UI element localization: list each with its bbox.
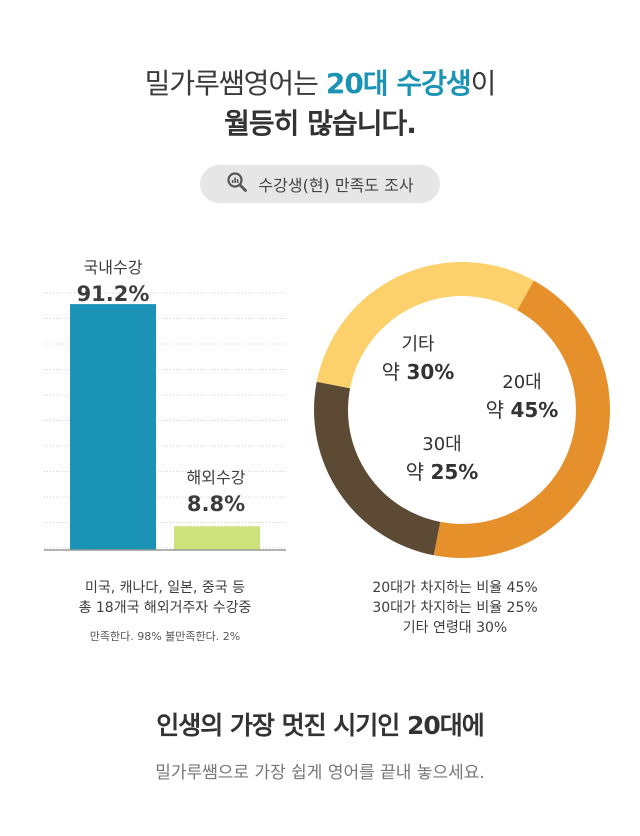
bar-chart-note: 미국, 캐나다, 일본, 중국 등 총 18개국 해외거주자 수강중 <box>40 578 290 618</box>
donut-label-30s-percent: 25% <box>430 460 479 484</box>
donut-label-20s-prefix: 약 <box>485 398 511 422</box>
bar-label-domestic-value: 91.2% <box>76 282 150 306</box>
survey-badge: 수강생(현) 만족도 조사 <box>200 165 440 203</box>
title-line1: 밀가루쌤영어는 20대 수강생이 <box>0 64 640 104</box>
donut-label-20s-value: 약 45% <box>462 396 582 424</box>
bar-domestic <box>70 304 156 550</box>
bar-label-overseas-name: 해외수강 <box>186 468 246 487</box>
donut-chart <box>314 262 610 558</box>
donut-label-30s-prefix: 약 <box>405 460 431 484</box>
survey-badge-label: 수강생(현) 만족도 조사 <box>258 176 414 195</box>
donut-label-other-percent: 30% <box>406 360 455 384</box>
bar-label-domestic: 국내수강 91.2% <box>53 256 173 308</box>
donut-note-line1: 20대가 차지하는 비율 45% <box>372 580 538 596</box>
footer-subtitle: 밀가루쌤으로 가장 쉽게 영어를 끝내 놓으세요. <box>155 763 485 783</box>
donut-label-30s: 30대 약 25% <box>382 432 502 486</box>
donut-slice-20s <box>433 280 610 558</box>
bar-label-overseas-value: 8.8% <box>186 492 246 516</box>
bar-label-overseas: 해외수강 8.8% <box>156 466 276 518</box>
donut-label-20s: 20대 약 45% <box>462 370 582 424</box>
donut-label-other: 기타 약 30% <box>358 332 478 386</box>
footer-title: 인생의 가장 멋진 시기인 20대에 <box>156 711 485 740</box>
donut-label-other-value: 약 30% <box>358 358 478 386</box>
donut-label-other-prefix: 약 <box>381 360 407 384</box>
bar-note-line1: 미국, 캐나다, 일본, 중국 등 <box>85 580 245 596</box>
donut-chart-note: 20대가 차지하는 비율 45% 30대가 차지하는 비율 25% 기타 연령대… <box>330 578 580 638</box>
title-line1-prefix: 밀가루쌤영어는 <box>144 67 326 100</box>
title-line2: 월등히 많습니다. <box>224 107 417 140</box>
donut-label-30s-name: 30대 <box>422 434 462 455</box>
page-title: 밀가루쌤영어는 20대 수강생이 월등히 많습니다. <box>0 64 640 144</box>
magnifier-chart-icon <box>226 171 248 197</box>
title-line1-suffix: 이 <box>470 67 497 100</box>
donut-label-20s-name: 20대 <box>502 372 542 393</box>
donut-note-line2: 30대가 차지하는 비율 25% <box>372 600 538 616</box>
bar-chart <box>44 292 286 551</box>
donut-label-30s-value: 약 25% <box>382 458 502 486</box>
bar-label-domestic-name: 국내수강 <box>83 258 143 277</box>
bar-note-line2: 총 18개국 해외거주자 수강중 <box>78 600 252 616</box>
donut-label-other-name: 기타 <box>401 334 435 355</box>
donut-note-line3: 기타 연령대 30% <box>402 620 508 636</box>
bar-note-satisfaction: 만족한다. 98% 불만족한다. 2% <box>89 630 241 643</box>
donut-slice-other <box>316 262 534 389</box>
bar-overseas <box>174 526 260 550</box>
title-highlight: 20대 수강생 <box>325 67 472 100</box>
donut-label-20s-percent: 45% <box>510 398 559 422</box>
donut-slice-30s <box>314 381 441 556</box>
